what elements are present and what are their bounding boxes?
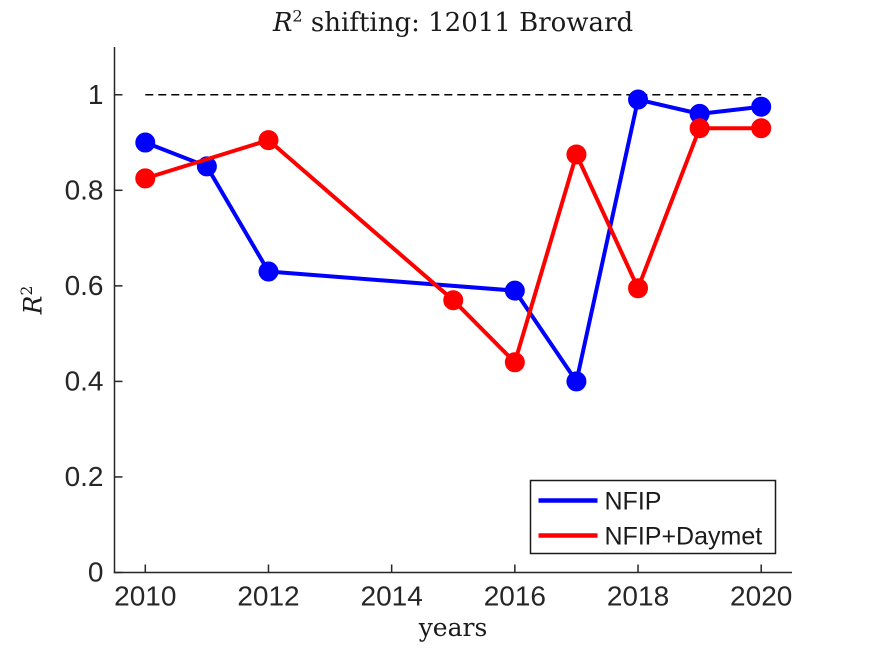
series-line-1 [143, 126, 764, 365]
data-point-marker-1 [258, 130, 279, 151]
legend-box [529, 479, 777, 555]
legend-entry-label-0: NFIP [605, 488, 662, 516]
x-tick-label: 2016 [484, 581, 546, 612]
x-tick-label: 2010 [114, 581, 176, 612]
data-point-marker-0 [258, 261, 279, 282]
data-point-marker-0 [135, 132, 156, 153]
x-tick-label: 2020 [730, 581, 792, 612]
y-tick-label: 0.4 [65, 365, 104, 396]
y-tick-label: 0.2 [65, 461, 104, 492]
y-tick-label: 0.8 [65, 174, 104, 205]
title-superscript: 2 [292, 6, 303, 26]
data-point-marker-1 [628, 278, 649, 299]
title-variable: R [272, 8, 293, 38]
data-point-marker-0 [628, 89, 649, 110]
data-point-marker-0 [566, 371, 587, 392]
y-tick-label: 0.6 [65, 270, 104, 301]
x-tick-label: 2018 [607, 581, 669, 612]
series-line-0 [143, 97, 764, 384]
x-tick-label: 2014 [361, 581, 423, 612]
title-rest: shifting: 12011 Broward [302, 8, 634, 38]
y-tick-label: 0 [88, 557, 104, 588]
x-axis-label: years [418, 613, 488, 642]
data-point-marker-1 [443, 290, 464, 311]
data-point-marker-0 [504, 280, 525, 301]
x-tick-label: 2012 [237, 581, 299, 612]
data-point-marker-1 [751, 118, 772, 139]
data-point-marker-1 [504, 352, 525, 373]
data-point-marker-1 [689, 118, 710, 139]
y-tick-label: 1 [88, 79, 104, 110]
legend-entry-label-1: NFIP+Daymet [605, 523, 763, 551]
chart-title: R2 shifting: 12011 Broward [114, 8, 792, 38]
data-point-marker-0 [751, 96, 772, 117]
data-point-marker-1 [566, 144, 587, 165]
data-point-marker-1 [135, 168, 156, 189]
